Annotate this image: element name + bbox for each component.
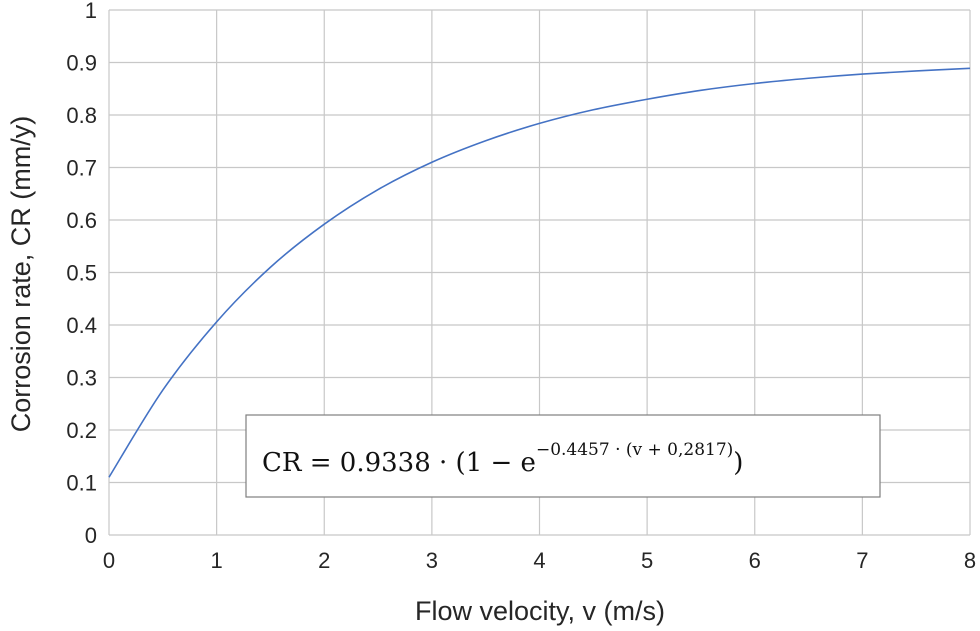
y-tick-label: 0.3 <box>66 366 97 391</box>
x-tick-label: 0 <box>103 548 115 573</box>
equation-exponent: −0.4457 · (v + 0,2817) <box>536 440 733 460</box>
x-tick-label: 7 <box>856 548 868 573</box>
x-tick-label: 2 <box>318 548 330 573</box>
equation-annotation: CR = 0.9338 · (1 − e−0.4457 · (v + 0,281… <box>245 414 881 498</box>
y-tick-label: 0.4 <box>66 313 97 338</box>
x-tick-label: 3 <box>426 548 438 573</box>
y-tick-label: 0.5 <box>66 261 97 286</box>
equation-box <box>245 414 881 498</box>
x-tick-label: 1 <box>211 548 223 573</box>
x-tick-label: 5 <box>641 548 653 573</box>
series-line-corrosion-rate <box>108 67 971 478</box>
x-tick-label: 4 <box>533 548 545 573</box>
y-tick-label: 0.6 <box>66 208 97 233</box>
y-axis-title: Corrosion rate, CR (mm/y) <box>6 116 36 433</box>
y-tick-label: 0.1 <box>66 471 97 496</box>
y-tick-label: 0.2 <box>66 418 97 443</box>
y-tick-label: 0.9 <box>66 51 97 76</box>
y-tick-labels: 0 0.1 0.2 0.3 0.4 0.5 0.6 0.7 0.8 0.9 1 <box>66 0 97 548</box>
y-tick-label: 0 <box>85 523 97 548</box>
y-tick-label: 0.8 <box>66 103 97 128</box>
x-tick-label: 6 <box>749 548 761 573</box>
equation-rhs: ) <box>733 448 743 478</box>
x-tick-labels: 0 1 2 3 4 5 6 7 8 <box>103 548 976 573</box>
equation-lhs: CR = 0.9338 · (1 − e <box>262 448 536 478</box>
equation-text: CR = 0.9338 · (1 − e−0.4457 · (v + 0,281… <box>262 440 743 478</box>
y-tick-label: 1 <box>85 0 97 23</box>
x-tick-label: 8 <box>964 548 976 573</box>
x-axis-title: Flow velocity, v (m/s) <box>415 596 665 626</box>
y-tick-label: 0.7 <box>66 156 97 181</box>
